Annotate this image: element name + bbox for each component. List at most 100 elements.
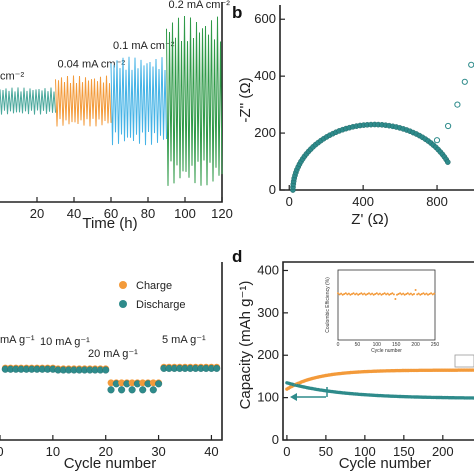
inset-ce-point-24 <box>346 293 349 296</box>
nyquist-tail-point-4 <box>468 61 474 68</box>
discharge-point-40 <box>213 364 221 372</box>
inset-ce-point-112 <box>380 293 383 296</box>
legend-marker-charge <box>119 281 127 289</box>
inset-ce-point-164 <box>400 293 403 296</box>
inset-ce-point-148 <box>394 298 397 300</box>
x-tick-label-a-2: 60 <box>104 206 118 221</box>
y-tick-label-b-1: 200 <box>254 125 276 140</box>
voltage-series-0 <box>0 87 56 115</box>
x-tick-label-c-4: 40 <box>204 444 218 459</box>
inset-ce-point-212 <box>419 293 422 296</box>
charge-point-26 <box>139 379 147 387</box>
inset-ce-point-180 <box>406 292 409 295</box>
inset-ce-point-96 <box>374 293 377 295</box>
x-tick-label-a-5: 120 <box>211 206 233 221</box>
x-tick-label-a-3: 80 <box>141 206 155 221</box>
inset-ce-point-192 <box>411 293 414 296</box>
inset-ce-point-4 <box>338 293 341 296</box>
inset-ce-point-136 <box>389 293 392 295</box>
y-tick-label-b-0: 0 <box>269 182 276 197</box>
nyquist-tail-point-2 <box>454 101 461 108</box>
inset-frame <box>337 269 436 341</box>
inset-ce-point-188 <box>409 292 412 295</box>
y-tick-label-b-3: 600 <box>254 11 276 26</box>
inset-ce-point-92 <box>372 293 375 296</box>
axis-frame-d <box>282 261 474 441</box>
inset-ce-point-196 <box>413 293 415 295</box>
arrow-head <box>290 393 297 401</box>
nyquist-tail-point-0 <box>433 137 441 144</box>
inset-ce-point-0 <box>337 292 339 295</box>
inset-ce-point-240 <box>430 292 433 295</box>
x-tick-label-d-4: 200 <box>432 444 454 459</box>
inset-ce-point-224 <box>423 293 426 296</box>
inset-ce-point-36 <box>351 293 353 295</box>
segment-label-1: 0.04 mA cm⁻² <box>58 59 126 71</box>
inset-ce-point-72 <box>364 293 367 296</box>
x-tick-label-d-2: 100 <box>354 444 376 459</box>
inset-ce-point-172 <box>403 293 406 296</box>
inset-ce-point-48 <box>355 292 358 295</box>
inset-ce-point-124 <box>385 293 388 296</box>
x-tick-label-c-0: 0 <box>0 444 4 459</box>
segment-label-0: cm⁻² <box>0 70 24 82</box>
x-tick-label-b-2: 800 <box>426 194 448 209</box>
inset-x-tick-label-0: 0 <box>337 342 340 348</box>
inset-ce-point-88 <box>371 292 374 295</box>
rate-label-0: mA g⁻¹ <box>0 334 35 346</box>
x-tick-label-d-0: 0 <box>283 444 290 459</box>
inset-ce-point-204 <box>416 293 419 296</box>
x-axis-label-d: Cycle number <box>339 455 432 472</box>
inset-ce-point-184 <box>408 293 411 296</box>
panel-c: 0 10 20 30 40 Cycle number Charge Discharge mA g… <box>0 262 223 472</box>
y-axis-label-b: -Z'' (Ω) <box>237 77 254 122</box>
inset-ce-point-160 <box>399 292 402 295</box>
x-tick-label-b-1: 400 <box>352 194 374 209</box>
x-tick-label-b-0: 0 <box>286 194 293 209</box>
segment-label-3: 0.2 mA cm⁻² <box>169 0 231 11</box>
panel-a: 20 40 60 80 100 120 Time (h) cm⁻² 0.04 mA cm⁻² 0.… <box>0 0 233 232</box>
inset-x-tick-label-3: 150 <box>392 342 401 348</box>
inset-ce-point-168 <box>402 292 405 295</box>
inset-ce-point-44 <box>354 293 357 296</box>
zoom-box <box>454 354 474 368</box>
discharge-point-19 <box>102 366 110 374</box>
inset-ce-point-40 <box>352 292 355 295</box>
y-tick-label-d-1: 100 <box>257 390 279 405</box>
inset-x-label: Cycle number <box>371 348 402 354</box>
panel-label-d: d <box>232 247 242 266</box>
inset-ce-point-20 <box>344 292 347 295</box>
axis-frame-c <box>0 262 223 441</box>
discharge-point-26 <box>139 386 147 394</box>
inset-ce-point-76 <box>366 293 369 295</box>
inset-ce-point-140 <box>391 292 394 295</box>
discharge-point-28 <box>149 386 157 394</box>
voltage-series-3 <box>166 15 223 186</box>
inset-ce-point-52 <box>357 293 360 296</box>
inset-ce-point-232 <box>427 293 429 296</box>
inset-ce-point-80 <box>368 292 370 295</box>
voltage-series-1 <box>55 75 112 127</box>
inset-ce-point-236 <box>428 293 431 295</box>
inset-x-tick-label-1: 50 <box>355 342 361 348</box>
x-tick-label-a-1: 40 <box>67 206 81 221</box>
rate-label-1: 10 mA g⁻¹ <box>40 336 90 348</box>
inset-ce-point-116 <box>382 293 384 295</box>
x-tick-label-a-0: 20 <box>30 206 44 221</box>
inset-ce-point-244 <box>431 293 434 296</box>
x-tick-label-c-2: 20 <box>98 444 112 459</box>
y-axis-label-d: Capacity (mAh g⁻¹) <box>237 281 254 410</box>
inset-ce-point-108 <box>378 292 381 295</box>
inset-ce-point-60 <box>360 292 363 295</box>
inset-ce-point-156 <box>397 293 400 295</box>
inset-ce-point-120 <box>383 292 386 295</box>
inset-ce-point-64 <box>361 293 364 296</box>
inset-ce-point-132 <box>388 293 391 296</box>
panel-b: 0 400 800 0 200 400 600 Z' (Ω) -Z'' (Ω) <box>237 5 474 228</box>
x-tick-label-d-3: 150 <box>393 444 415 459</box>
inset-x-tick-label-2: 100 <box>373 342 382 348</box>
x-tick-label-c-1: 10 <box>46 444 60 459</box>
inset-ce-point-28 <box>347 292 350 295</box>
charge-point-24 <box>128 379 136 387</box>
